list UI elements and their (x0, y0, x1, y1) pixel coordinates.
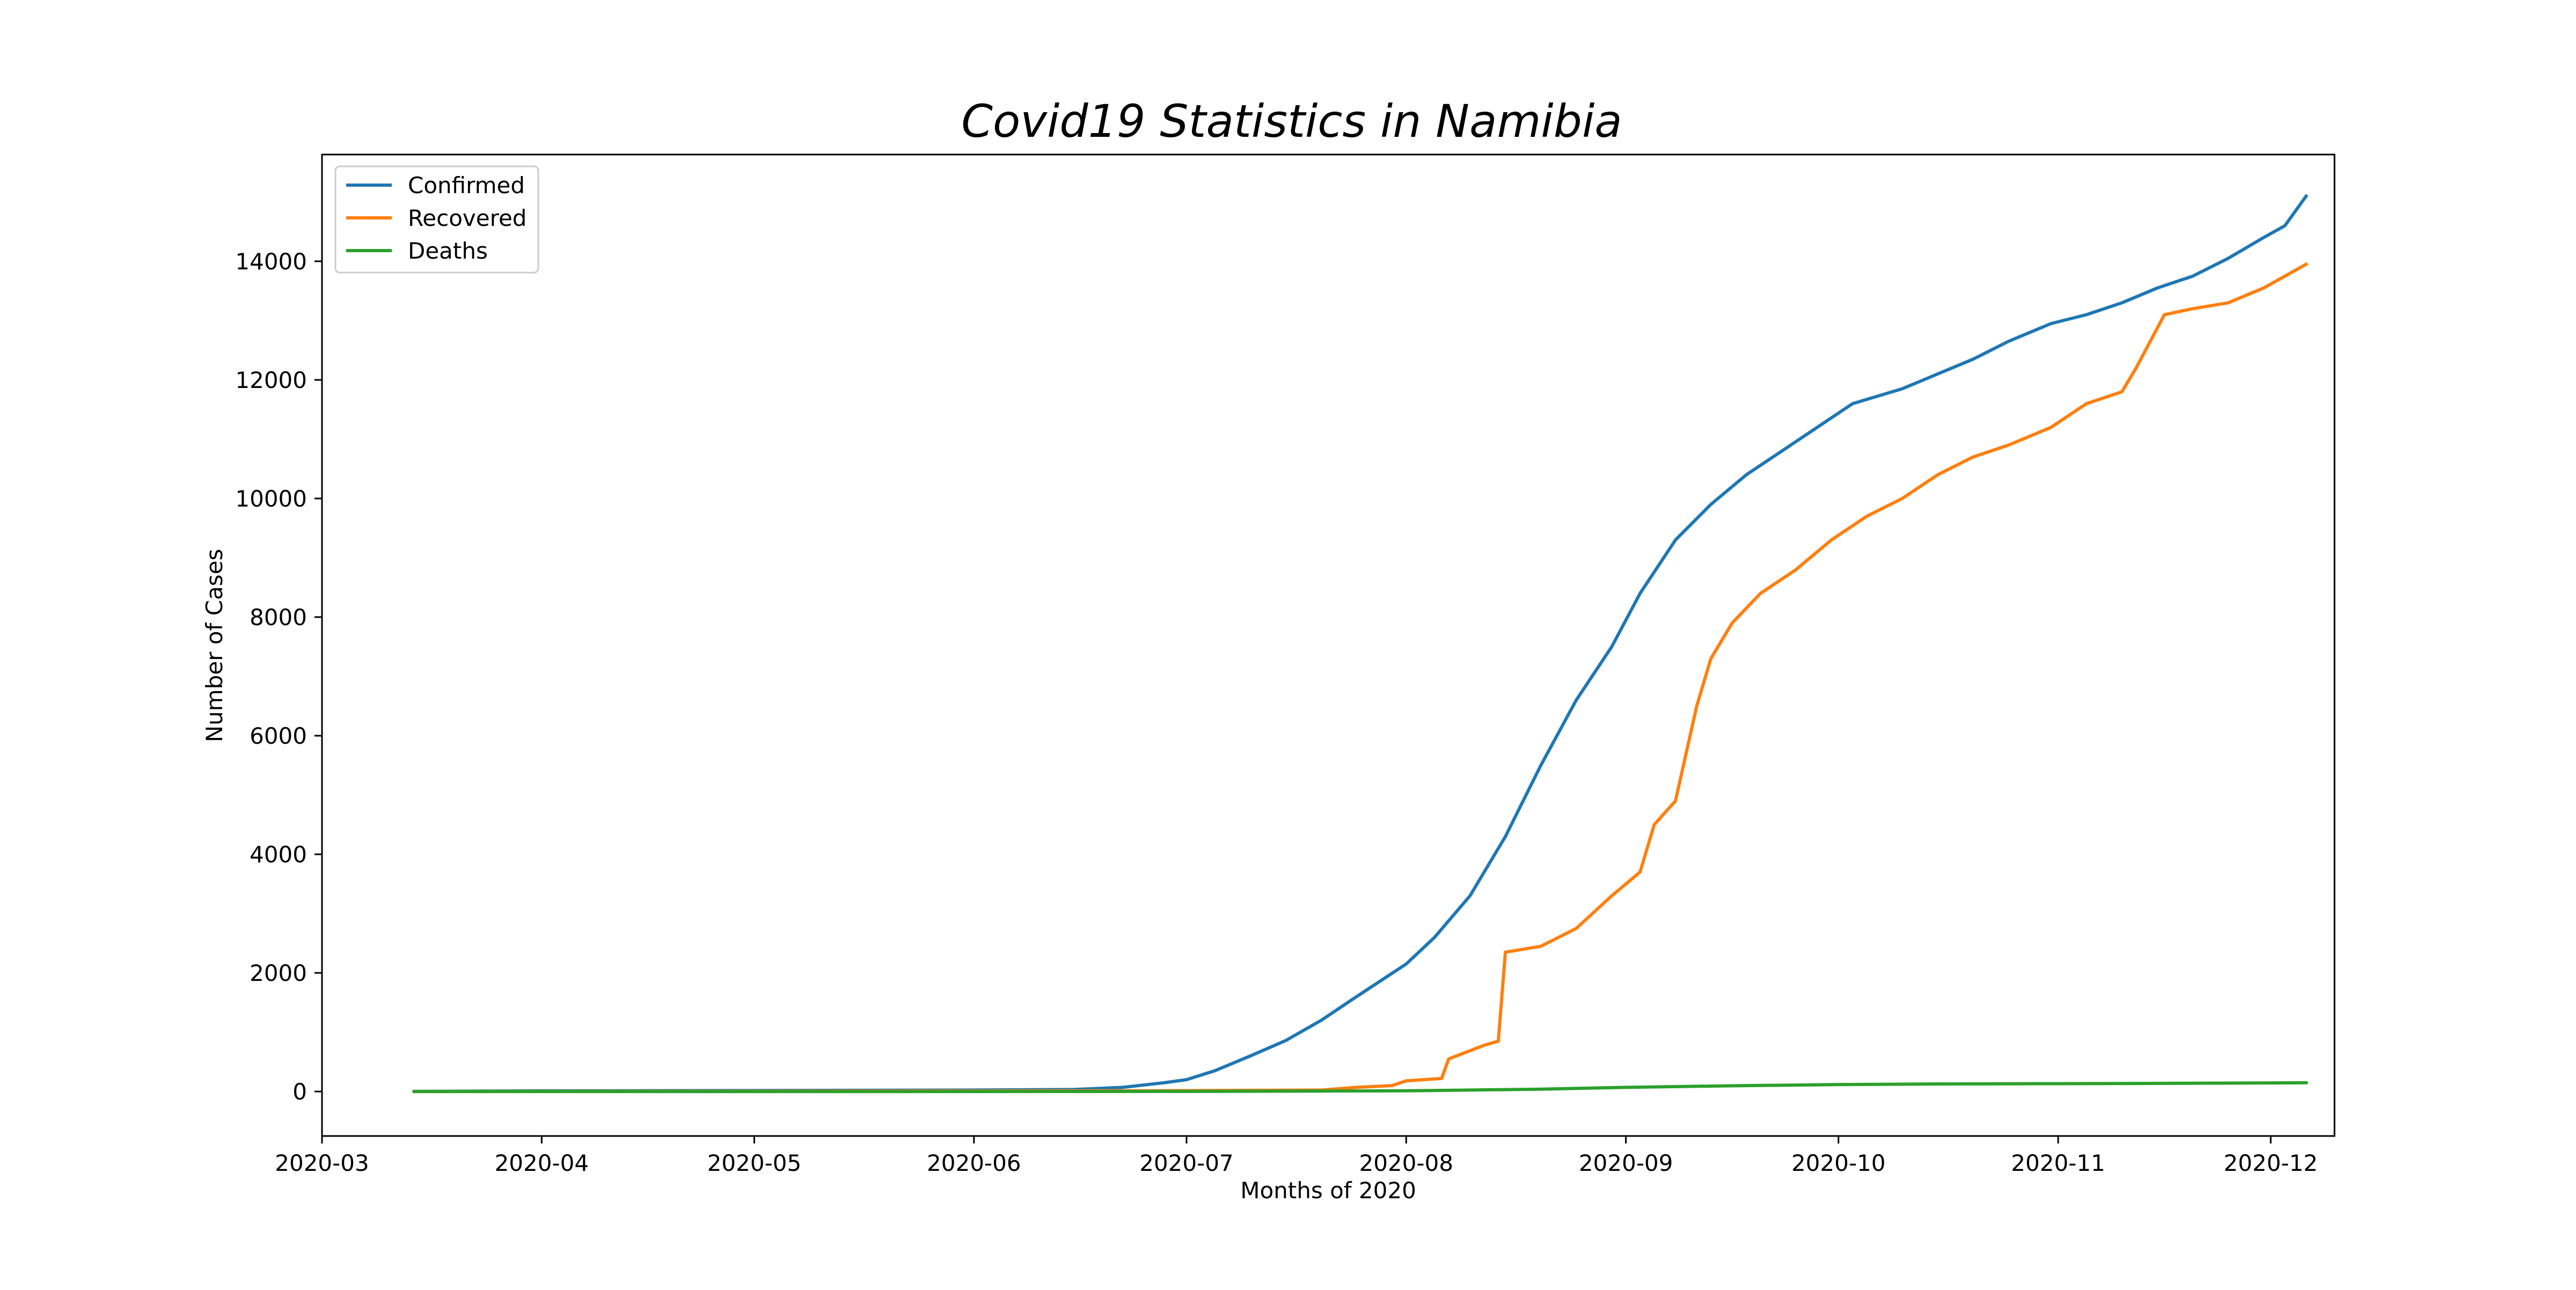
series-line-deaths (412, 1081, 2308, 1094)
x-tick-label: 2020-11 (2011, 1150, 2105, 1176)
y-axis-ticks: 0 2000 4000 6000 8000 10000 12000 14000 (235, 248, 322, 1105)
y-tick-label: 4000 (250, 841, 307, 868)
x-axis-ticks: 2020-03 2020-04 2020-05 2020-06 2020-07 2020-… (275, 1136, 2318, 1176)
x-axis-label: Months of 2020 (1240, 1177, 1416, 1204)
legend-label-recovered: Recovered (408, 205, 526, 231)
plot-frame (321, 153, 2336, 1137)
legend-label-confirmed: Confirmed (408, 172, 525, 199)
y-tick-label: 0 (292, 1079, 307, 1105)
series-line-confirmed (412, 194, 2309, 1093)
legend: Confirmed Recovered Deaths (334, 165, 539, 274)
x-tick-label: 2020-06 (927, 1150, 1021, 1176)
y-tick-label: 2000 (250, 960, 307, 986)
x-tick-label: 2020-08 (1359, 1150, 1453, 1176)
y-tick-label: 14000 (235, 248, 307, 275)
x-tick-label: 2020-03 (275, 1150, 369, 1176)
y-tick-label: 6000 (250, 723, 307, 749)
x-tick-label: 2020-12 (2223, 1150, 2318, 1176)
x-tick-label: 2020-05 (707, 1150, 802, 1176)
y-axis-label: Number of Cases (201, 549, 228, 743)
x-tick-label: 2020-07 (1139, 1150, 1234, 1176)
y-tick-label: 10000 (235, 486, 307, 512)
y-tick-label: 12000 (235, 367, 307, 393)
series-line-recovered (412, 262, 2309, 1094)
legend-box (334, 165, 539, 274)
x-tick-label: 2020-04 (495, 1150, 589, 1176)
x-tick-label: 2020-09 (1579, 1150, 1673, 1176)
plot-area (412, 194, 2309, 1094)
y-tick-label: 8000 (250, 604, 307, 631)
x-tick-label: 2020-10 (1791, 1150, 1886, 1176)
legend-label-deaths: Deaths (408, 238, 488, 264)
chart-title: Covid19 Statistics in Namibia (961, 95, 1622, 148)
